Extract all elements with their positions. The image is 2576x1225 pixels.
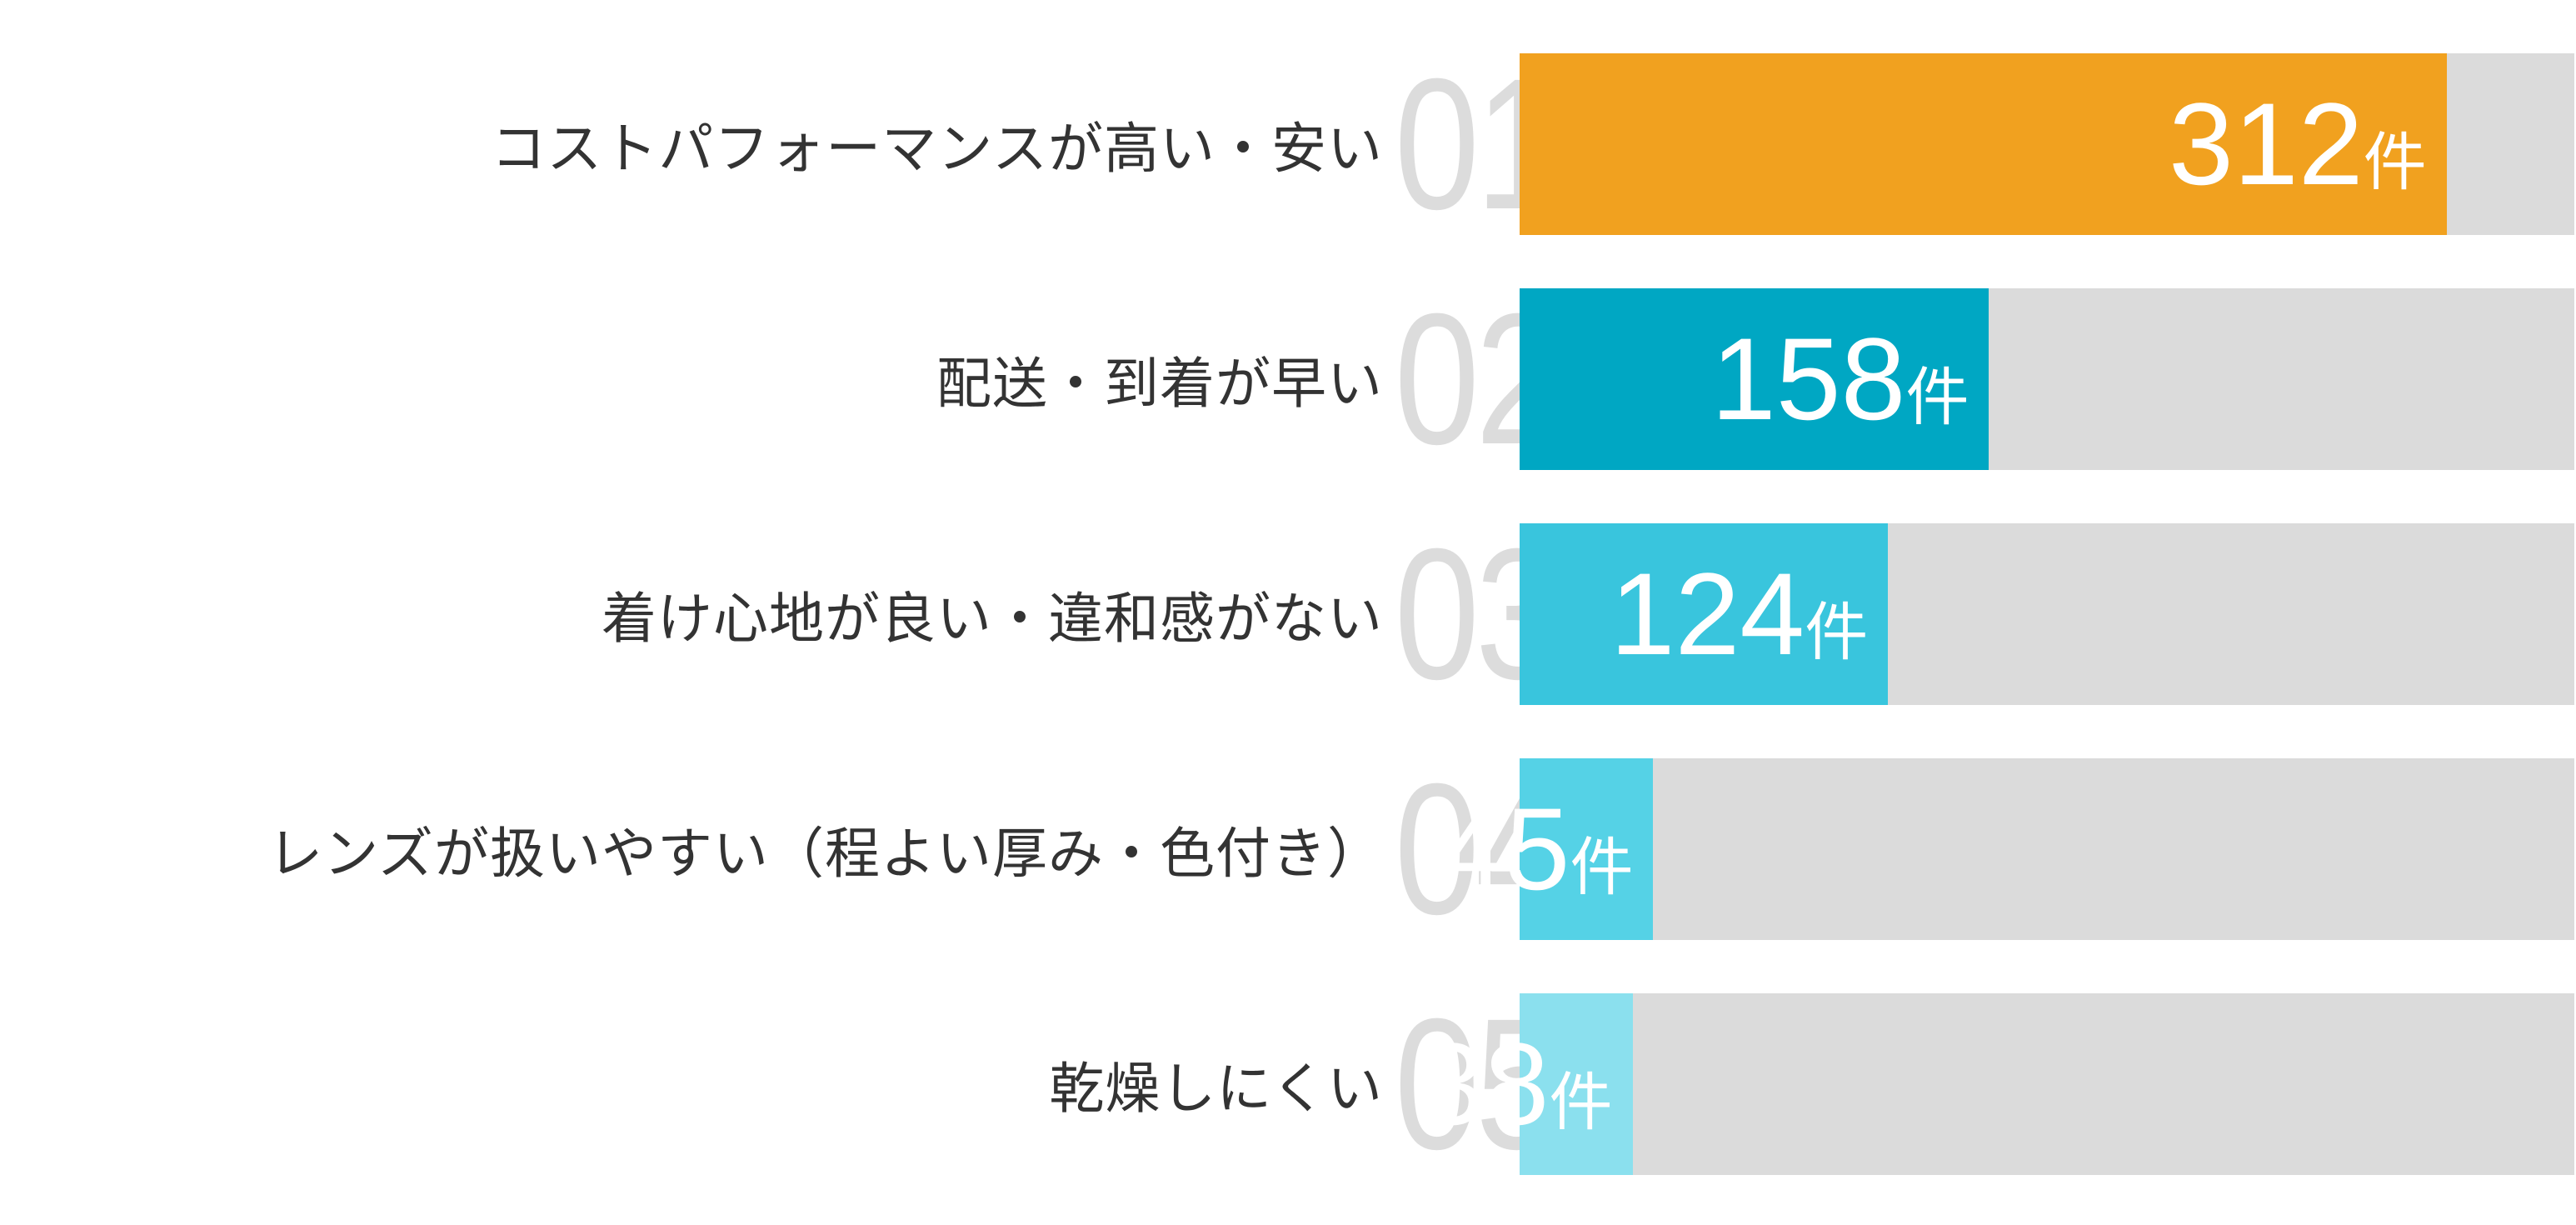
bar-row: 着け心地が良い・違和感がない 03 124件 — [0, 521, 2576, 708]
bar-fill: 38件 — [1420, 993, 1633, 1175]
bar-fill: 45件 — [1440, 758, 1654, 940]
unit-label: 件 — [2363, 128, 2427, 198]
unit-label: 件 — [1805, 598, 1869, 668]
bar-track — [1520, 993, 2574, 1175]
bar-row: 配送・到着が早い 02 158件 — [0, 286, 2576, 472]
category-label: 着け心地が良い・違和感がない — [602, 588, 1383, 649]
bar-row: レンズが扱いやすい（程よい厚み・色付き） 04 45件 — [0, 756, 2576, 942]
value-label: 158件 — [1711, 321, 1969, 438]
bar-fill: 124件 — [1520, 523, 1889, 705]
value-number: 38 — [1419, 1018, 1550, 1149]
value-label: 124件 — [1610, 556, 1869, 672]
value-label: 38件 — [1420, 1026, 1613, 1142]
value-number: 124 — [1610, 548, 1805, 679]
value-number: 158 — [1710, 313, 1906, 444]
bar-area: 04 45件 — [1395, 756, 2574, 942]
category-label: レンズが扱いやすい（程よい厚み・色付き） — [267, 822, 1383, 884]
category-label: 配送・到着が早い — [936, 352, 1383, 414]
bar-track — [1520, 758, 2574, 940]
category-label: 乾燥しにくい — [1049, 1058, 1383, 1119]
bar-area: 03 124件 — [1395, 521, 2574, 708]
value-number: 312 — [2169, 78, 2364, 209]
value-label: 312件 — [2169, 86, 2427, 202]
bar-area: 01 312件 — [1395, 51, 2574, 238]
unit-label: 件 — [1905, 362, 1969, 433]
category-label: コストパフォーマンスが高い・安い — [491, 118, 1383, 179]
unit-label: 件 — [1549, 1068, 1613, 1138]
unit-label: 件 — [1570, 832, 1634, 903]
bar-fill: 312件 — [1520, 53, 2447, 235]
bar-area: 02 158件 — [1395, 286, 2574, 472]
bar-row: 乾燥しにくい 05 38件 — [0, 991, 2576, 1178]
bar-row: コストパフォーマンスが高い・安い 01 312件 — [0, 51, 2576, 238]
value-label: 45件 — [1440, 791, 1634, 908]
bar-fill: 158件 — [1520, 288, 1989, 470]
value-number: 45 — [1440, 783, 1570, 914]
bar-area: 05 38件 — [1395, 991, 2574, 1178]
